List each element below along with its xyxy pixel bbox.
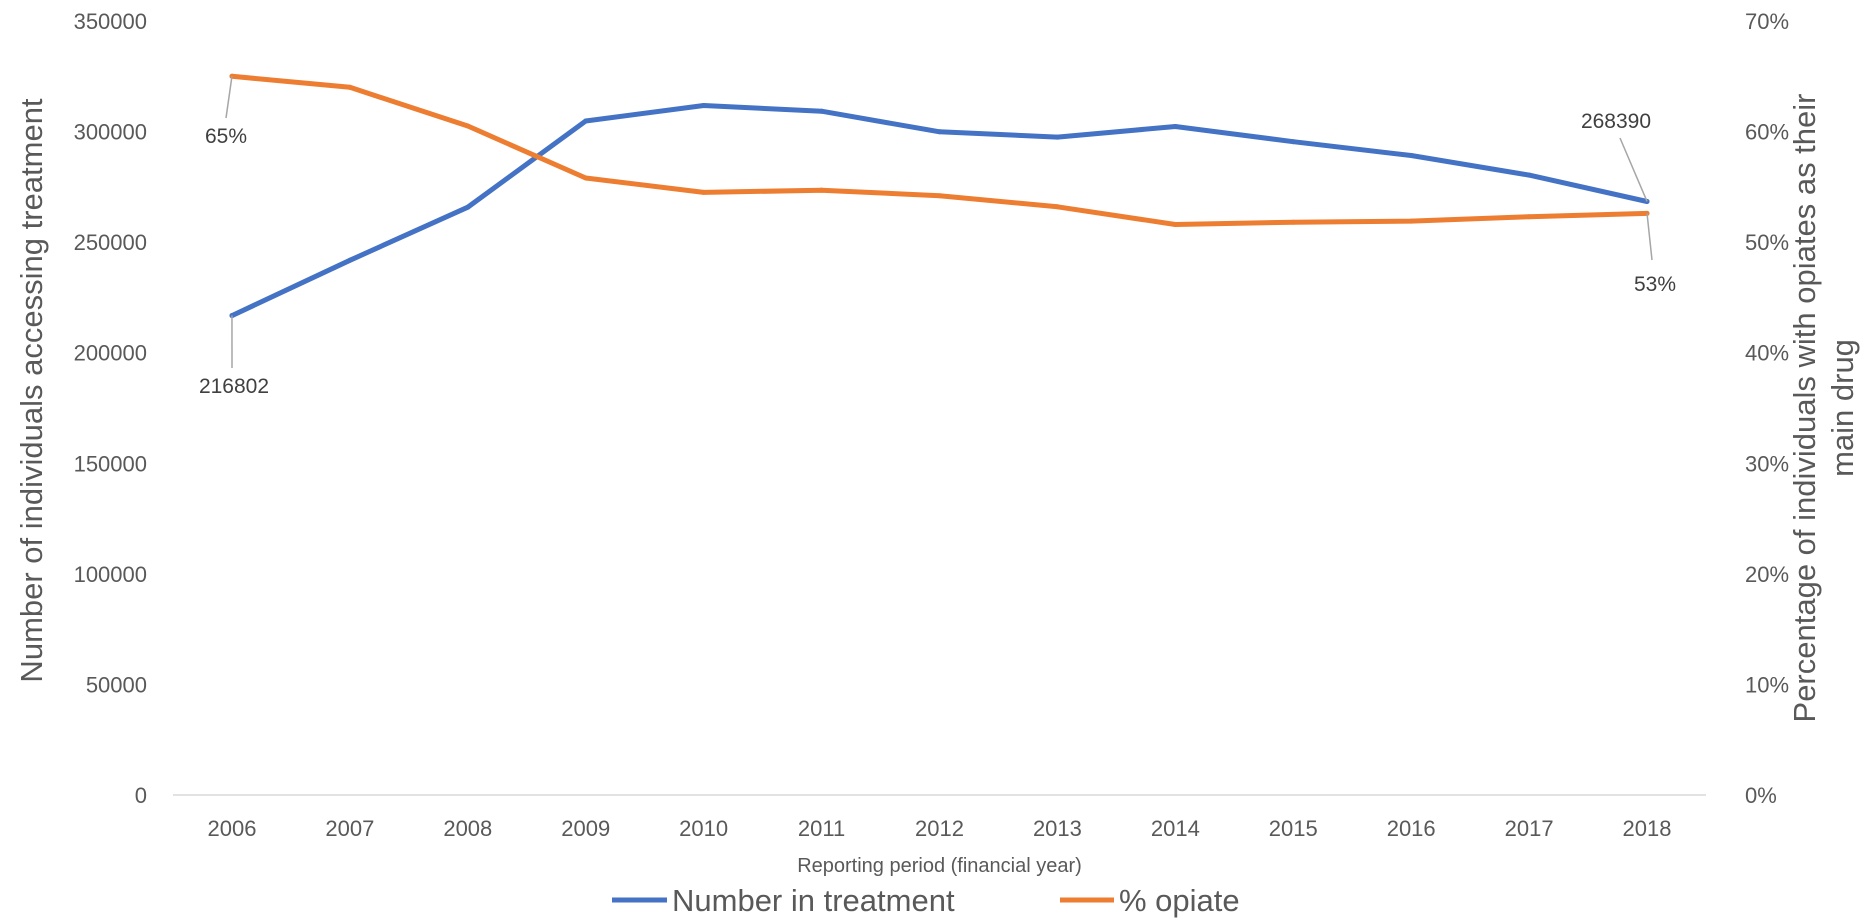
series-lines [229,73,1650,319]
y2-tick-label: 70% [1745,9,1789,34]
data-point-opiate [583,175,589,181]
x-tick-label: 2012 [915,816,964,841]
data-labels: 216802 268390 65% 53% [199,76,1676,398]
data-point-opiate [347,84,353,90]
data-point-opiate [1172,221,1178,227]
data-point-number-in-treatment [1054,134,1060,140]
legend-label-opiate: % opiate [1119,883,1240,918]
data-point-opiate [937,193,942,199]
y2-tick-label: 0% [1745,783,1777,808]
y-tick-label: 250000 [74,230,147,255]
y2-tick-label: 20% [1745,562,1789,587]
y2-tick-label: 10% [1745,672,1789,697]
series-line-number-in-treatment [229,103,1650,319]
y2-axis-title-line: main drug [1825,339,1860,477]
y2-tick-label: 40% [1745,341,1789,366]
x-tick-label: 2011 [798,816,845,841]
data-point-number-in-treatment [583,118,589,124]
data-point-opiate [1408,218,1414,224]
data-label: 268390 [1581,110,1651,133]
y-tick-label: 200000 [74,341,147,366]
x-axis-title: Reporting period (financial year) [797,855,1082,877]
x-tick-label: 2009 [561,816,610,841]
data-point-number-in-treatment [701,102,707,108]
x-tick-label: 2014 [1151,816,1200,841]
x-tick-label: 2008 [443,816,492,841]
data-label: 65% [205,125,247,148]
tick-labels: 0 50000 100000 150000 200000 250000 300000 3500… [74,9,1789,841]
data-point-opiate [1526,214,1532,220]
y2-tick-label: 50% [1745,230,1789,255]
x-tick-label: 2015 [1269,816,1318,841]
data-point-opiate [465,123,471,129]
y-tick-label: 300000 [74,120,147,145]
data-point-opiate [1054,204,1060,210]
x-tick-label: 2010 [679,816,728,841]
data-point-number-in-treatment [1526,172,1532,178]
data-label: 216802 [199,375,269,398]
y2-axis-title: Percentage of individuals with opiates a… [1787,94,1860,723]
x-tick-label: 2017 [1505,816,1554,841]
data-point-number-in-treatment [937,129,942,135]
data-point-opiate [701,189,707,195]
data-label-leader-line [1646,213,1653,261]
y-tick-label: 50000 [86,672,147,697]
x-tick-label: 2006 [207,816,256,841]
y2-tick-label: 30% [1745,451,1789,476]
y-tick-label: 350000 [74,9,147,34]
y-tick-label: 100000 [74,562,147,587]
data-point-number-in-treatment [1172,123,1178,129]
x-tick-label: 2018 [1623,816,1672,841]
y2-tick-label: 60% [1745,120,1789,145]
data-point-number-in-treatment [347,257,353,263]
data-point-opiate [819,187,825,193]
x-tick-label: 2007 [325,816,374,841]
legend: Number in treatment % opiate [612,883,1240,918]
y-tick-label: 0 [135,783,147,808]
data-point-opiate [1290,219,1296,225]
data-label-leader-line [1619,137,1648,202]
data-label: 53% [1634,273,1676,296]
x-tick-label: 2016 [1387,816,1436,841]
y2-axis-title-line: Percentage of individuals with opiates a… [1787,94,1822,723]
y-axis-title: Number of individuals accessing treatmen… [14,98,49,682]
x-tick-label: 2013 [1033,816,1082,841]
y-tick-label: 150000 [74,451,147,476]
data-point-number-in-treatment [1408,152,1414,158]
legend-label-number-in-treatment: Number in treatment [672,883,955,918]
data-point-number-in-treatment [819,108,825,114]
series-line-opiate [229,73,1650,227]
data-point-number-in-treatment [465,204,471,210]
data-label-leader-line [225,76,233,119]
data-point-number-in-treatment [1290,139,1296,145]
